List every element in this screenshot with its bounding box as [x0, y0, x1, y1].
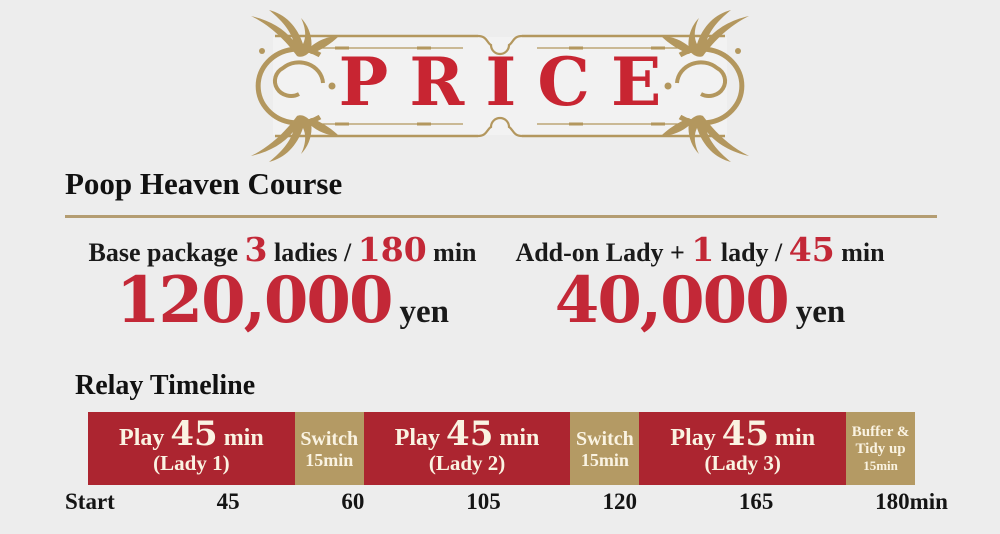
axis-label-45: 45	[216, 489, 240, 514]
addon-duration: 45	[788, 230, 835, 269]
price-plaque: PRICE	[235, 10, 765, 162]
addon-amount: 40,000	[554, 263, 790, 338]
relay-timeline-section: Relay Timeline Play 45 min (Lady 1) Swit…	[65, 370, 948, 515]
ornamental-frame-icon	[250, 10, 765, 162]
addon-lady-count: 1	[691, 230, 715, 269]
timeline-segment-play-2: Play 45 min (Lady 2)	[363, 412, 571, 485]
axis-label-60: 60	[341, 489, 365, 514]
addon-lady-block: Add-on Lady + 1 lady / 45 min 40,000 yen	[500, 233, 900, 333]
play-2-duration: Play 45 min	[394, 414, 540, 454]
page-title: PRICE	[338, 43, 683, 121]
play-1-lady: (Lady 1)	[153, 451, 230, 475]
base-amount: 120,000	[116, 263, 393, 338]
addon-lady-label: Add-on Lady + 1 lady / 45 min	[500, 233, 900, 268]
buffer-label-line2: Tidy up	[855, 440, 906, 457]
play-1-duration: Play 45 min	[119, 414, 264, 454]
base-lady-count: 3	[244, 230, 268, 269]
base-package-label: Base package 3 ladies / 180 min	[65, 233, 500, 268]
timeline-segment-play-3: Play 45 min (Lady 3)	[639, 412, 847, 485]
buffer-duration: 15min	[863, 457, 898, 473]
axis-label-120: 120	[602, 489, 638, 514]
base-label-prefix: Base package	[88, 238, 245, 267]
timeline-title: Relay Timeline	[75, 370, 256, 401]
addon-currency: yen	[795, 294, 846, 330]
base-currency: yen	[399, 294, 449, 330]
timeline-axis: Start 45 60 105 120 165 180min	[65, 489, 948, 515]
base-label-mid: ladies /	[267, 238, 358, 267]
addon-label-mid: lady /	[714, 238, 789, 267]
timeline-segment-switch-1: Switch 15min	[294, 412, 364, 485]
course-title: Poop Heaven Course	[65, 166, 937, 218]
axis-label-105: 105	[466, 489, 501, 514]
timeline-bar: Play 45 min (Lady 1) Switch 15min Play 4…	[88, 412, 916, 485]
switch-1-label: Switch	[300, 427, 359, 450]
base-package-price: 120,000 yen	[65, 269, 500, 333]
price-blocks: Base package 3 ladies / 180 min 120,000 y…	[65, 233, 937, 333]
timeline-segment-play-1: Play 45 min (Lady 1)	[88, 412, 295, 485]
addon-label-prefix: Add-on Lady +	[515, 238, 692, 267]
switch-2-duration: 15min	[580, 449, 629, 470]
axis-label-180min: 180min	[875, 489, 948, 514]
base-label-suffix: min	[426, 238, 477, 267]
timeline-segment-buffer: Buffer & Tidy up 15min	[846, 412, 916, 485]
switch-2-label: Switch	[575, 427, 634, 450]
buffer-label-line1: Buffer &	[851, 423, 910, 440]
course-section: Poop Heaven Course	[65, 166, 937, 218]
axis-label-start: Start	[65, 489, 115, 514]
timeline-segment-switch-2: Switch 15min	[570, 412, 640, 485]
base-package-block: Base package 3 ladies / 180 min 120,000 y…	[65, 233, 500, 333]
play-2-lady: (Lady 2)	[428, 451, 506, 475]
play-3-lady: (Lady 3)	[704, 451, 781, 475]
addon-lady-price: 40,000 yen	[500, 269, 900, 333]
base-duration: 180	[357, 230, 427, 269]
play-3-duration: Play 45 min	[670, 414, 816, 454]
axis-label-165: 165	[738, 489, 774, 514]
addon-label-suffix: min	[834, 238, 885, 267]
switch-1-duration: 15min	[305, 449, 354, 470]
